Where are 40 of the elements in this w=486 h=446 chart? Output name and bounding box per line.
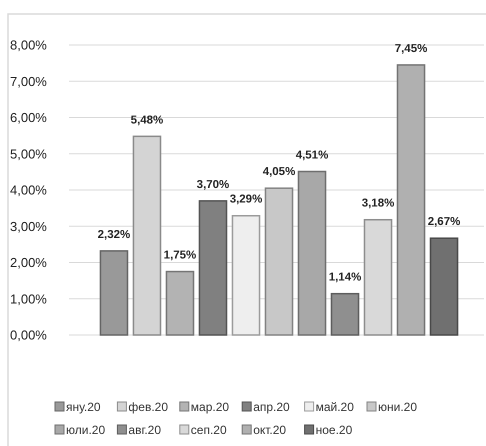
y-tick-label: 8,00% (10, 38, 48, 53)
bar (264, 187, 294, 336)
bar (198, 200, 228, 336)
bar (100, 250, 128, 336)
data-label: 2,67% (428, 216, 460, 228)
bar (430, 237, 458, 336)
legend-label: юли.20 (66, 423, 106, 438)
legend-label: юни.20 (378, 400, 418, 414)
bar (232, 214, 260, 336)
data-label: 4,05% (262, 166, 296, 178)
y-tick-label: 7,00% (10, 74, 48, 89)
bar (166, 270, 194, 336)
y-tick-label: 0,00% (10, 328, 48, 343)
data-label: 3,70% (196, 178, 230, 191)
legend-label: ное.20 (316, 423, 353, 438)
legend-label: окт.20 (253, 423, 286, 438)
y-tick-label: 1,00% (10, 291, 48, 306)
legend-label: авг.20 (128, 423, 162, 438)
bar (298, 170, 326, 336)
legend-label: май.20 (316, 400, 354, 414)
legend-label: фев.20 (128, 400, 168, 414)
bar (396, 64, 426, 336)
data-label: 1,14% (328, 272, 362, 284)
data-label: 3,29% (230, 194, 262, 206)
data-label: 7,45% (394, 42, 428, 55)
y-tick-label: 5,00% (10, 146, 48, 162)
data-label: 5,48% (130, 114, 164, 126)
y-tick-label: 6,00% (10, 110, 48, 126)
legend-label: мар.20 (190, 400, 230, 414)
y-tick-label: 3,00% (10, 218, 48, 234)
legend-label: апр.20 (253, 400, 290, 414)
y-tick-label: 2,00% (10, 255, 48, 270)
data-label: 2,32% (98, 228, 130, 241)
y-tick-label: 4,00% (10, 182, 48, 198)
legend-label: сеп.20 (190, 423, 227, 438)
data-label: 4,51% (296, 150, 328, 162)
data-label: 3,18% (362, 198, 394, 210)
bar (330, 292, 360, 336)
data-label: 1,75% (164, 250, 196, 262)
legend-label: яну.20 (66, 400, 101, 414)
